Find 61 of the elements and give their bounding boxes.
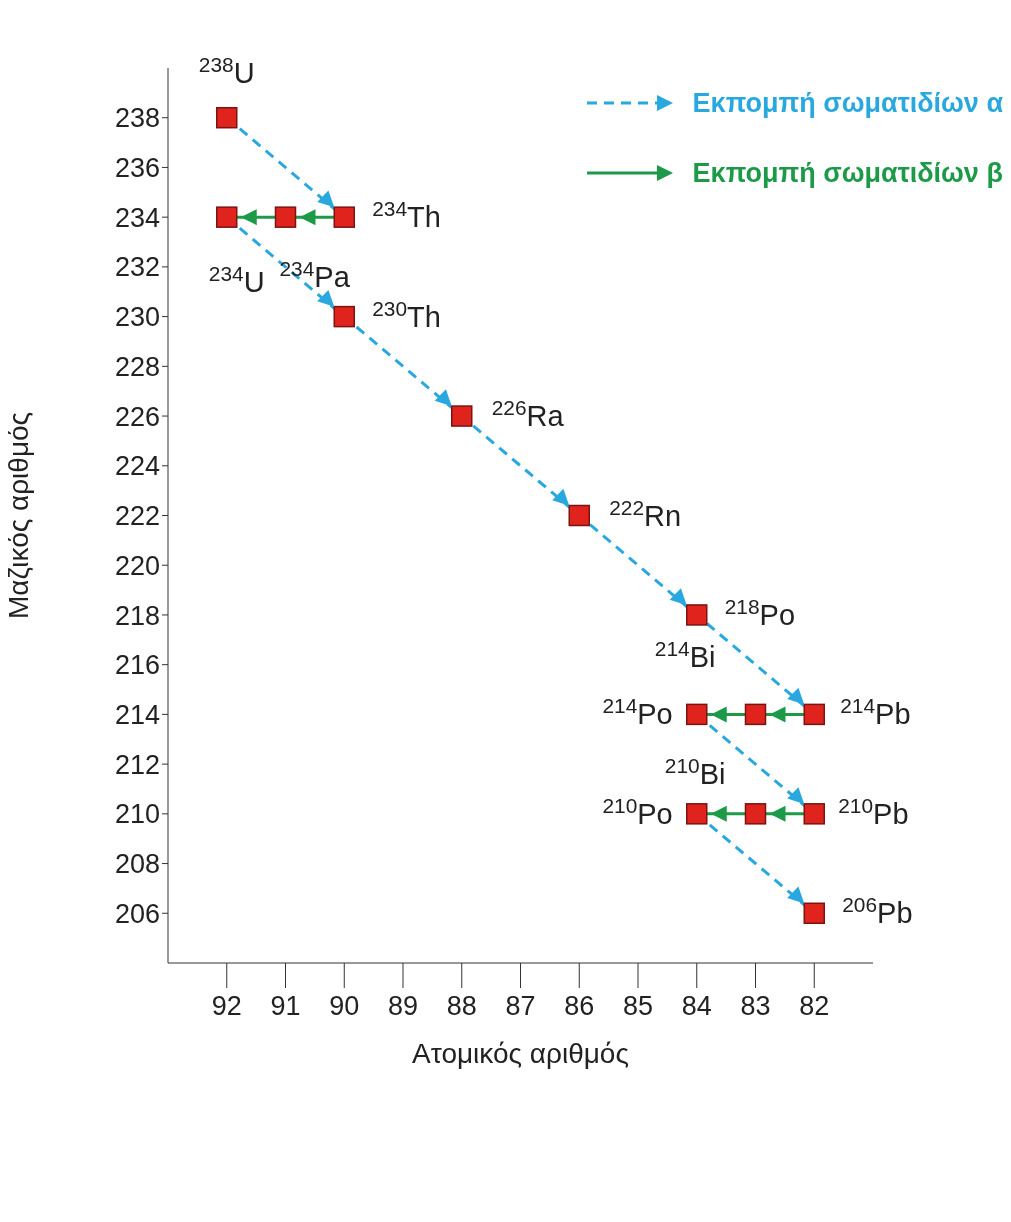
x-tick-label: 89 (387, 991, 419, 1022)
annotation: $^{234}$Th (372, 196, 441, 234)
point (744, 803, 767, 825)
y-tick-label: 232 (114, 252, 160, 283)
point (451, 405, 473, 427)
annotation: $^{214}$Po (602, 693, 673, 731)
x-tick-label: 92 (211, 991, 242, 1022)
x-tick-label: 90 (329, 991, 360, 1022)
y-tick-label: 208 (114, 849, 160, 880)
y-tick-label: 214 (114, 699, 160, 730)
annotation: $^{210}$Pb (838, 793, 909, 830)
annotation: $^{230}$Th (372, 296, 441, 333)
point (686, 604, 708, 626)
y-tick-label: 228 (114, 351, 160, 382)
y-tick-label: 212 (114, 749, 160, 780)
annotation: $^{226}$Ra (491, 395, 565, 433)
y-tick-label: 226 (114, 401, 160, 432)
annotation: $^{210}$Bi (664, 753, 726, 790)
point (686, 803, 708, 825)
y-tick-label: 222 (114, 501, 160, 532)
x-tick-label: 87 (505, 991, 536, 1022)
point (333, 206, 355, 228)
y-tick-label: 230 (114, 302, 160, 333)
y-tick-label: 238 (114, 103, 160, 134)
x-tick-label: 82 (799, 991, 830, 1022)
point (803, 703, 825, 726)
point (333, 305, 355, 328)
point (803, 902, 825, 925)
point (216, 106, 238, 129)
y-tick-label: 236 (114, 153, 160, 184)
y-tick-label: 218 (114, 600, 160, 631)
point (274, 206, 297, 228)
annotation: $^{214}$Bi (654, 636, 716, 674)
annotation: $^{218}$Po (724, 594, 796, 631)
y-tick-label: 216 (114, 650, 160, 681)
x-tick-label: 83 (740, 991, 771, 1022)
x-tick-label: 86 (564, 991, 595, 1022)
annotation: $^{206}$Pb (842, 892, 913, 930)
y-tick-label: 206 (114, 898, 160, 929)
y-tick-label: 210 (114, 799, 160, 830)
point (568, 504, 590, 527)
annotation: $^{234}$Pa (279, 256, 351, 294)
x-tick-label: 85 (622, 991, 654, 1022)
legend-label: Εκπομπή σωματιδίων β (692, 157, 1003, 189)
point (803, 803, 825, 825)
point (686, 703, 708, 726)
x-tick-label: 84 (681, 991, 712, 1022)
y-tick-label: 234 (114, 202, 160, 233)
annotation: $^{222}$Rn (609, 495, 682, 532)
y-tick-label: 224 (114, 451, 160, 482)
annotation: $^{214}$Pb (840, 693, 911, 731)
x-tick-label: 88 (446, 991, 477, 1022)
y-tick-label: 220 (114, 550, 160, 581)
x-axis-title: Ατομικός αριθμός (412, 1038, 629, 1069)
annotation: $^{210}$Po (602, 793, 673, 830)
annotation: $^{238}$U (198, 52, 255, 89)
point (216, 206, 238, 228)
legend-label: Εκπομπή σωματιδίων α (692, 87, 1003, 119)
point (744, 703, 767, 726)
annotation: $^{234}$U (208, 261, 265, 299)
x-tick-label: 91 (270, 991, 301, 1022)
